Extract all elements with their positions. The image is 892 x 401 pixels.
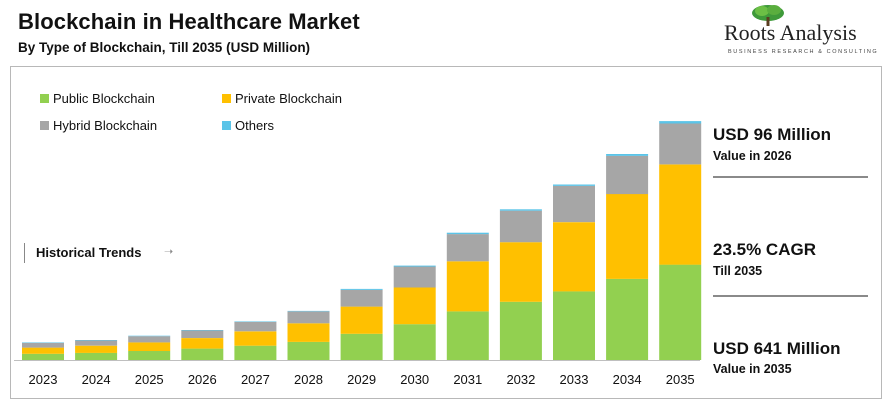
tree-icon [752,5,784,26]
legend-label-private: Private Blockchain [235,91,342,106]
x-tick-label: 2035 [666,372,695,387]
bar-private-blockchain-2026 [181,338,224,349]
bar-private-blockchain-2025 [128,342,171,351]
bar-public-blockchain-2035 [659,264,702,360]
historical-divider [24,243,25,263]
legend-public-blockchain: Public Blockchain [40,91,155,106]
legend-label-public: Public Blockchain [53,91,155,106]
stat-2035-caption: Value in 2035 [713,362,792,376]
bar-public-blockchain-2024 [75,352,118,360]
bar-hybrid-blockchain-2025 [128,336,171,343]
bar-private-blockchain-2029 [340,306,383,334]
logo-name: Roots Analysis [724,20,857,45]
x-tick-label: 2028 [294,372,323,387]
x-tick-label: 2029 [347,372,376,387]
bar-others-2027 [234,321,277,322]
historical-trends-label: Historical Trends [36,245,142,260]
x-tick-label: 2026 [188,372,217,387]
chart-title: Blockchain in Healthcare Market [18,9,360,34]
x-tick-label: 2033 [560,372,589,387]
bar-hybrid-blockchain-2026 [181,330,224,338]
bar-private-blockchain-2032 [499,242,542,302]
stat-2035-value: USD 641 Million [713,339,841,358]
bar-public-blockchain-2028 [287,341,330,360]
company-logo: Roots Analysis BUSINESS RESEARCH & CONSU… [718,4,888,64]
bar-private-blockchain-2031 [446,261,489,312]
bar-public-blockchain-2025 [128,350,171,360]
stat-2026-value: USD 96 Million [713,125,832,144]
legend-others: Others [222,118,274,133]
bar-private-blockchain-2023 [22,347,64,354]
bar-others-2024 [75,340,118,341]
bar-private-blockchain-2030 [393,287,436,325]
bar-others-2025 [128,335,171,337]
legend-swatch-public [40,94,49,103]
bar-others-2035 [659,121,702,124]
bar-public-blockchain-2027 [234,345,277,360]
bar-others-2028 [287,310,330,312]
bar-public-blockchain-2030 [393,324,436,360]
bar-public-blockchain-2033 [553,291,595,360]
legend-swatch-hybrid [40,121,49,130]
bar-public-blockchain-2032 [499,301,542,360]
x-tick-label: 2030 [400,372,429,387]
bar-others-2031 [446,232,489,235]
stat-divider [713,176,868,178]
stat-cagr-caption: Till 2035 [713,264,763,278]
bar-hybrid-blockchain-2027 [234,321,277,332]
bar-hybrid-blockchain-2024 [75,340,118,346]
bar-private-blockchain-2035 [659,164,702,265]
bar-others-2029 [340,288,383,290]
bar-hybrid-blockchain-2032 [499,210,542,243]
bar-others-2033 [553,184,595,186]
bar-public-blockchain-2026 [181,348,224,360]
legend-swatch-others [222,121,231,130]
legend-private-blockchain: Private Blockchain [222,91,342,106]
bar-others-2026 [181,330,224,331]
legend-label-hybrid: Hybrid Blockchain [53,118,158,133]
bar-private-blockchain-2024 [75,345,118,353]
chart-panel [10,66,882,399]
bar-others-2034 [606,154,649,156]
bar-private-blockchain-2028 [287,323,330,342]
stat-cagr-value: 23.5% CAGR [713,240,816,259]
x-tick-label: 2031 [453,372,482,387]
bar-hybrid-blockchain-2034 [606,155,649,195]
bar-public-blockchain-2031 [446,311,489,360]
bar-hybrid-blockchain-2030 [393,266,436,288]
x-tick-label: 2023 [29,372,58,387]
logo-tagline: BUSINESS RESEARCH & CONSULTING [728,49,879,55]
bar-hybrid-blockchain-2035 [659,123,702,165]
stat-2026-caption: Value in 2026 [713,149,792,163]
x-tick-label: 2032 [506,372,535,387]
bar-hybrid-blockchain-2029 [340,289,383,307]
arrow-right-icon: ➝ [164,246,174,258]
chart-subtitle: By Type of Blockchain, Till 2035 (USD Mi… [18,40,311,55]
bar-public-blockchain-2023 [22,353,64,360]
bar-private-blockchain-2034 [606,194,649,279]
bar-private-blockchain-2033 [553,222,595,292]
x-tick-label: 2027 [241,372,270,387]
bar-others-2030 [393,265,436,267]
legend-swatch-private [222,94,231,103]
legend-label-others: Others [235,118,275,133]
x-tick-label: 2034 [613,372,642,387]
bar-hybrid-blockchain-2033 [553,185,595,223]
bar-hybrid-blockchain-2031 [446,234,489,262]
bar-others-2032 [499,209,542,211]
bar-private-blockchain-2027 [234,331,277,346]
bar-public-blockchain-2029 [340,333,383,360]
legend-hybrid-blockchain: Hybrid Blockchain [40,118,157,133]
x-tick-label: 2025 [135,372,164,387]
x-tick-label: 2024 [82,372,111,387]
bar-hybrid-blockchain-2028 [287,311,330,324]
bar-public-blockchain-2034 [606,278,649,360]
stat-divider [713,295,868,297]
bar-hybrid-blockchain-2023 [22,342,64,348]
bar-others-2023 [22,342,64,343]
